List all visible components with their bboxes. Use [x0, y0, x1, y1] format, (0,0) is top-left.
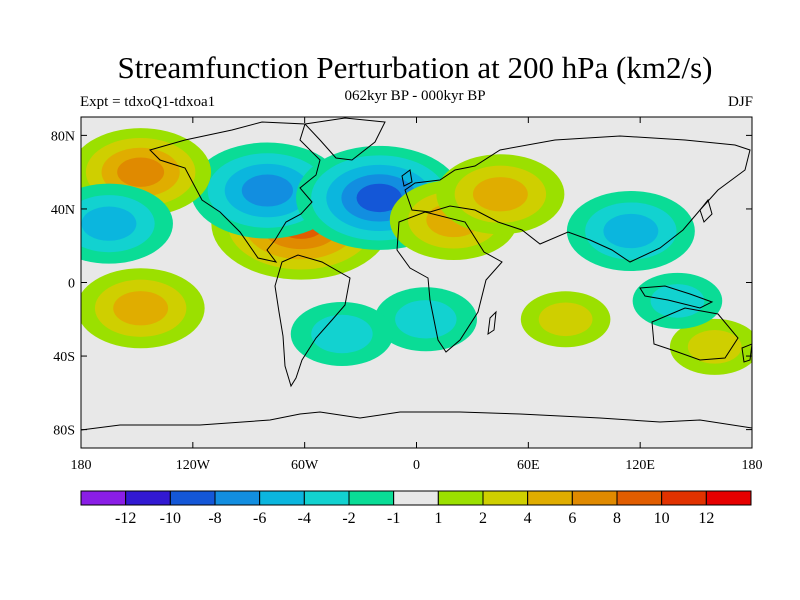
colorbar-swatch: [527, 490, 573, 506]
colorbar-swatch: [169, 490, 216, 506]
contour-band: [472, 177, 528, 212]
colorbar-swatch: [661, 490, 707, 506]
anomaly-center: [290, 301, 394, 366]
colorbar: -12 -10 -8 -6 -4 -2 -1 1 2 4 6 8 10 12: [80, 490, 752, 527]
contour-band: [311, 314, 373, 354]
experiment-label: Expt = tdxoQ1-tdxoa1: [80, 94, 216, 110]
contour-band: [687, 330, 742, 364]
contour-band: [395, 300, 457, 339]
anomaly-center: [190, 142, 345, 239]
anomaly-center: [669, 318, 752, 375]
season-label: DJF: [727, 94, 753, 110]
colorbar-label: -4: [298, 510, 311, 527]
coastlines: [81, 117, 752, 431]
anomaly-center: [520, 291, 611, 348]
coast-indonesia: [639, 285, 714, 309]
chart-title: Streamfunction Perturbation at 200 hPa (…: [117, 50, 713, 85]
coast-north-america: [149, 121, 321, 263]
lon-tick-label: 180: [71, 458, 92, 473]
lat-tick-label: 0: [68, 277, 75, 292]
lon-tick-label: 180: [742, 458, 763, 473]
lat-tick-label: 80N: [51, 129, 75, 144]
contour-band: [356, 183, 402, 213]
colorbar-swatch: [705, 490, 752, 506]
colorbar-swatch: [303, 490, 350, 506]
contour-band: [113, 291, 169, 326]
colorbar-label: 10: [654, 510, 670, 527]
anomaly-center: [374, 287, 478, 352]
colorbar-swatch: [571, 490, 618, 506]
coast-south-america: [274, 254, 351, 388]
colorbar-swatch: [616, 490, 663, 506]
colorbar-label: -12: [115, 510, 136, 527]
coast-uk: [401, 169, 413, 187]
contour-band: [603, 213, 659, 249]
colorbar-swatch: [393, 490, 439, 506]
coast-new-zealand: [741, 343, 752, 363]
contour-band: [538, 302, 593, 337]
contour-band: [241, 174, 293, 207]
contour-band: [81, 206, 137, 241]
colorbar-label: -10: [160, 510, 181, 527]
lat-tick-label: 80S: [53, 424, 75, 439]
lon-tick-label: 60W: [291, 458, 319, 473]
colorbar-label: 4: [524, 510, 532, 527]
coast-antarctica: [81, 411, 752, 431]
chart-subtitle: 062kyr BP - 000kyr BP: [344, 88, 486, 104]
coast-madagascar: [487, 310, 497, 336]
colorbar-label: -8: [208, 510, 221, 527]
colorbar-swatch: [482, 490, 529, 506]
colorbar-label: -2: [342, 510, 355, 527]
contour-field: [81, 117, 752, 448]
colorbar-swatch: [259, 490, 305, 506]
coast-japan: [699, 198, 713, 223]
lon-tick-label: 120E: [625, 458, 655, 473]
lon-tick-label: 120W: [176, 458, 211, 473]
anomaly-center: [81, 183, 173, 264]
lat-tick-label: 40N: [51, 203, 75, 218]
map-axes: 80N 40N 0 40S 80S 180 120W 60W 0 60E 120E 180: [51, 117, 763, 473]
colorbar-label: 8: [613, 510, 621, 527]
coast-greenland: [303, 117, 386, 161]
colorbar-label: 6: [568, 510, 576, 527]
lon-tick-label: 0: [413, 458, 420, 473]
colorbar-swatch: [437, 490, 484, 506]
lon-tick-label: 60E: [517, 458, 540, 473]
colorbar-label: 1: [434, 510, 442, 527]
colorbar-label: -1: [387, 510, 400, 527]
coast-africa: [396, 211, 503, 353]
coast-australia: [651, 307, 739, 361]
contour-band: [650, 284, 705, 318]
colorbar-swatch: [125, 490, 171, 506]
anomaly-center: [81, 268, 205, 349]
contour-band: [117, 157, 165, 187]
colorbar-label: 12: [698, 510, 714, 527]
colorbar-label: 2: [479, 510, 487, 527]
colorbar-swatch: [80, 490, 127, 506]
colorbar-swatch: [348, 490, 395, 506]
anomaly-center: [436, 154, 565, 235]
coast-eurasia: [404, 135, 751, 263]
colorbar-swatch: [214, 490, 261, 506]
lat-tick-label: 40S: [53, 350, 75, 365]
anomaly-center: [566, 191, 695, 272]
colorbar-label: -6: [253, 510, 266, 527]
